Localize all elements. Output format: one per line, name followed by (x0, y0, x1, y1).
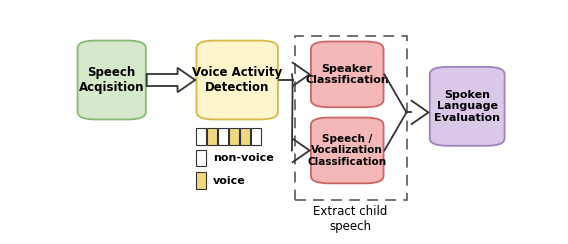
FancyBboxPatch shape (207, 128, 217, 145)
FancyBboxPatch shape (197, 128, 206, 145)
FancyBboxPatch shape (219, 128, 228, 145)
FancyBboxPatch shape (229, 128, 239, 145)
FancyBboxPatch shape (197, 41, 278, 120)
Text: voice: voice (213, 175, 245, 185)
FancyBboxPatch shape (197, 172, 206, 189)
Text: Voice Activity
Detection: Voice Activity Detection (192, 66, 282, 94)
Text: Speech
Acqisition: Speech Acqisition (79, 66, 144, 94)
FancyBboxPatch shape (430, 67, 504, 146)
Text: Extract child
speech: Extract child speech (314, 205, 388, 233)
Text: Speech /
Vocalization
Classification: Speech / Vocalization Classification (308, 134, 387, 167)
Polygon shape (147, 68, 195, 92)
Text: non-voice: non-voice (213, 153, 274, 163)
FancyBboxPatch shape (240, 128, 250, 145)
FancyBboxPatch shape (311, 41, 383, 107)
Text: Spoken
Language
Evaluation: Spoken Language Evaluation (434, 90, 500, 123)
FancyBboxPatch shape (311, 118, 383, 183)
FancyBboxPatch shape (78, 41, 146, 120)
Text: Speaker
Classification: Speaker Classification (306, 64, 389, 85)
FancyBboxPatch shape (252, 128, 261, 145)
FancyBboxPatch shape (197, 150, 206, 166)
